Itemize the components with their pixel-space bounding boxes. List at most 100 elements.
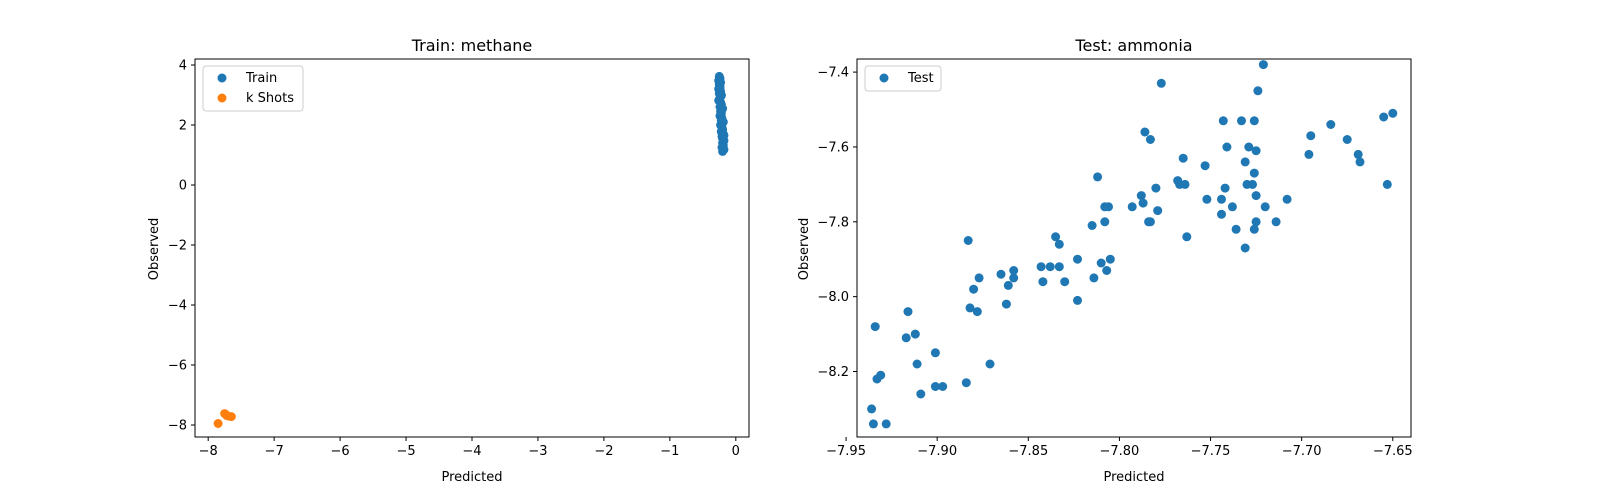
y-axis-label: Observed (147, 218, 162, 281)
data-point-test (1073, 295, 1082, 305)
data-point-test (1060, 277, 1070, 287)
data-point-test (1145, 217, 1155, 227)
scatter-marks (867, 60, 1398, 429)
data-point-test (1156, 78, 1166, 88)
x-tick-label: −7.85 (1008, 444, 1048, 459)
legend-marker-test (879, 73, 889, 83)
y-tick-label: −8.2 (817, 365, 849, 380)
data-point-test (1180, 179, 1190, 189)
data-point-test (901, 333, 911, 343)
axes-ticks: −7.95 −7.90 −7.85 −7.80 −7.75 −7.70 −7.65 −8.2 −… (817, 66, 1412, 459)
data-point-test (1036, 262, 1046, 272)
data-point-train (718, 104, 728, 113)
data-point-test (1220, 183, 1230, 193)
x-tick-label: −4 (462, 444, 481, 459)
data-point-test (1353, 149, 1363, 159)
data-point-test (1251, 146, 1261, 156)
data-point-test (972, 307, 982, 317)
legend: Train k Shots (202, 65, 304, 112)
x-tick-label: −5 (396, 444, 415, 459)
data-point-test (1054, 239, 1064, 249)
data-point-test (1145, 135, 1155, 144)
data-point-test (1136, 191, 1146, 201)
data-point-test (930, 382, 940, 391)
data-point-test (903, 307, 913, 317)
chart-title: Test: ammonia (1074, 36, 1192, 55)
data-point-test (1138, 198, 1148, 208)
data-point-test (876, 370, 886, 380)
data-point-test (1093, 172, 1103, 182)
data-point-test (1326, 120, 1336, 129)
data-point-test (1003, 280, 1013, 290)
y-tick-label: −2 (168, 239, 187, 254)
y-tick-label: −7.6 (817, 140, 849, 155)
legend-marker-train (217, 73, 227, 83)
data-point-test (1045, 262, 1055, 272)
data-point-test (985, 359, 995, 369)
data-point-test (1251, 191, 1261, 201)
data-point-test (1038, 277, 1048, 287)
data-point-test (1240, 157, 1250, 167)
x-tick-label: −7.75 (1191, 444, 1231, 459)
data-point-test (1388, 108, 1398, 118)
data-point-test (1140, 127, 1150, 137)
data-point-test (1382, 179, 1392, 189)
data-point-test (870, 322, 880, 332)
y-tick-label: 0 (179, 179, 187, 194)
data-point-test (1248, 179, 1257, 189)
data-point-test (1258, 60, 1268, 70)
legend-label-test: Test (907, 71, 934, 86)
data-point-test (1178, 153, 1188, 163)
x-axis-label: Predicted (441, 470, 502, 485)
x-tick-label: −7.95 (826, 444, 866, 459)
data-point-test (1251, 217, 1261, 227)
data-point-test (938, 382, 948, 391)
data-point-test (1127, 202, 1137, 212)
legend-label-train: Train (245, 71, 277, 86)
chart-panel-train-methane: Train: methane Predicted Observed −8 −7 −6… (147, 36, 750, 485)
data-point-test (1096, 258, 1106, 268)
data-point-test (1001, 299, 1011, 309)
y-tick-label: 4 (179, 59, 187, 74)
data-point-test (1253, 86, 1263, 96)
data-point-test (1237, 116, 1246, 126)
data-point-test (868, 419, 878, 429)
y-tick-label: −6 (168, 359, 187, 374)
data-point-test (1105, 254, 1115, 264)
data-point-test (969, 284, 979, 294)
data-point-test (1009, 266, 1019, 275)
data-point-train (719, 131, 729, 140)
data-point-test (1104, 202, 1113, 212)
x-tick-label: −1 (660, 444, 679, 459)
x-tick-label: −6 (331, 444, 350, 459)
axes-frame (194, 58, 750, 438)
data-point-test (996, 269, 1006, 279)
data-point-train (718, 146, 728, 156)
data-point-test (1222, 142, 1232, 152)
y-tick-label: −7.4 (817, 66, 849, 81)
data-point-test (910, 329, 920, 339)
data-point-train (718, 117, 728, 127)
data-point-test (1282, 194, 1292, 204)
data-point-test (1218, 116, 1228, 126)
y-axis-label: Observed (797, 218, 812, 281)
data-point-k-shots (222, 410, 232, 420)
data-point-test (1087, 221, 1097, 230)
data-point-test (1073, 254, 1082, 264)
data-point-test (1182, 232, 1192, 242)
x-tick-label: 0 (732, 444, 740, 459)
data-point-test (1271, 217, 1281, 227)
data-point-test (881, 419, 891, 429)
legend-box (864, 65, 942, 92)
x-tick-label: −7.80 (1099, 444, 1139, 459)
data-point-test (1054, 262, 1064, 272)
legend-marker-k-shots (217, 93, 227, 103)
data-point-test (963, 236, 973, 245)
scatter-marks (213, 71, 729, 428)
data-point-test (1249, 224, 1259, 234)
data-point-test (1379, 112, 1389, 122)
data-point-test (1089, 273, 1099, 283)
data-point-test (1306, 131, 1316, 141)
y-tick-label: −4 (168, 299, 187, 314)
data-point-test (1100, 217, 1110, 227)
